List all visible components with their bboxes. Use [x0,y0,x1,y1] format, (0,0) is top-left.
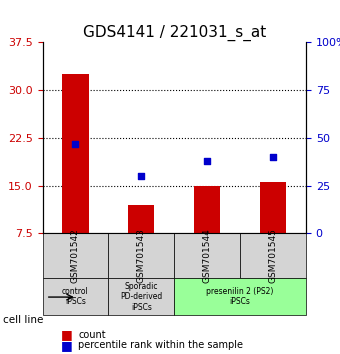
Text: cell line: cell line [3,315,44,325]
Bar [62,74,89,233]
Bar [128,205,154,233]
Text: GSM701542: GSM701542 [71,228,80,283]
Point [73,141,78,147]
Text: percentile rank within the sample: percentile rank within the sample [78,340,243,350]
Text: GSM701544: GSM701544 [203,228,212,283]
Point [204,158,210,164]
FancyBboxPatch shape [42,233,108,278]
FancyBboxPatch shape [240,233,306,278]
Text: control
iPSCs: control iPSCs [62,287,89,306]
Point [139,173,144,179]
Bar [260,182,286,233]
Text: ■: ■ [61,328,73,341]
Point [270,154,276,160]
FancyBboxPatch shape [108,233,174,278]
FancyBboxPatch shape [42,278,108,315]
Text: presenilin 2 (PS2)
iPSCs: presenilin 2 (PS2) iPSCs [206,287,274,306]
FancyBboxPatch shape [174,233,240,278]
Text: ■: ■ [61,339,73,352]
FancyBboxPatch shape [108,278,174,315]
Bar [194,185,220,233]
Text: GSM701545: GSM701545 [269,228,277,283]
Text: count: count [78,330,106,339]
Text: Sporadic
PD-derived
iPSCs: Sporadic PD-derived iPSCs [120,282,163,312]
Title: GDS4141 / 221031_s_at: GDS4141 / 221031_s_at [83,25,266,41]
FancyBboxPatch shape [174,278,306,315]
Text: GSM701543: GSM701543 [137,228,146,283]
